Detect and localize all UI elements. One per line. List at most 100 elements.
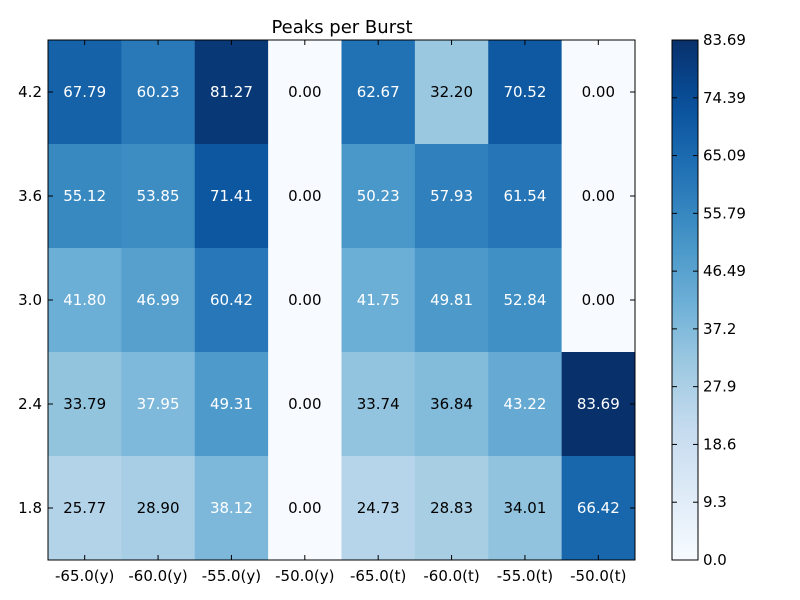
cell-value-label: 0.00 — [582, 187, 615, 205]
cell-value-label: 0.00 — [582, 291, 615, 309]
colorbar-tick-label: 18.6 — [703, 435, 736, 453]
heatmap-cell — [268, 456, 342, 561]
heatmap-cell — [341, 352, 416, 457]
heatmap-cell — [341, 144, 416, 249]
x-tick-label: -55.0(t) — [497, 567, 553, 585]
heatmap-cell — [341, 40, 416, 145]
colorbar-tick-label: 9.3 — [703, 493, 727, 511]
y-tick-label: 4.2 — [18, 83, 42, 101]
cell-value-label: 53.85 — [137, 187, 180, 205]
heatmap-cell — [121, 352, 196, 457]
heatmap-cell — [414, 248, 489, 353]
cell-value-label: 57.93 — [430, 187, 473, 205]
heatmap-cell — [48, 248, 122, 353]
heatmap-cell — [268, 40, 342, 145]
colorbar-tick-label: 65.09 — [703, 147, 746, 165]
heatmap-cell — [268, 352, 342, 457]
cell-value-label: 50.23 — [357, 187, 400, 205]
cell-value-label: 41.75 — [357, 291, 400, 309]
heatmap-cell — [414, 144, 489, 249]
colorbar-tick-label: 83.69 — [703, 31, 746, 49]
cell-value-label: 28.83 — [430, 499, 473, 517]
heatmap-cell — [341, 456, 416, 561]
heatmap-cell — [414, 456, 489, 561]
cell-value-label: 28.90 — [137, 499, 180, 517]
x-tick-label: -55.0(y) — [202, 567, 261, 585]
x-tick-label: -50.0(y) — [275, 567, 334, 585]
heatmap-cell — [561, 456, 636, 561]
cell-value-label: 52.84 — [503, 291, 546, 309]
cell-value-label: 0.00 — [288, 83, 321, 101]
y-tick-label: 3.0 — [18, 291, 42, 309]
x-tick-label: -60.0(t) — [423, 567, 479, 585]
heatmap-cell — [488, 248, 563, 353]
colorbar-tick-label: 37.2 — [703, 320, 736, 338]
colorbar-tick-label: 27.9 — [703, 378, 736, 396]
cell-value-label: 81.27 — [210, 83, 253, 101]
cell-value-label: 37.95 — [137, 395, 180, 413]
heatmap-cell — [194, 40, 269, 145]
colorbar-tick-label: 55.79 — [703, 204, 746, 222]
cell-value-label: 0.00 — [288, 395, 321, 413]
colorbar-tick-label: 46.49 — [703, 262, 746, 280]
cell-value-label: 33.74 — [357, 395, 400, 413]
cell-value-label: 36.84 — [430, 395, 473, 413]
x-tick-label: -50.0(t) — [570, 567, 626, 585]
y-tick-label: 1.8 — [18, 499, 42, 517]
cell-value-label: 34.01 — [503, 499, 546, 517]
heatmap-cell — [268, 144, 342, 249]
cell-value-label: 61.54 — [503, 187, 546, 205]
heatmap-cell — [414, 352, 489, 457]
cell-value-labels: 67.79 60.23 81.27 0.00 62.67 32.20 70.52 0.00 55… — [63, 83, 620, 517]
heatmap-cell — [561, 352, 636, 457]
cell-value-label: 60.42 — [210, 291, 253, 309]
cell-value-label: 38.12 — [210, 499, 253, 517]
cell-value-label: 62.67 — [357, 83, 400, 101]
heatmap-cell — [488, 456, 563, 561]
cell-value-label: 71.41 — [210, 187, 253, 205]
cell-value-label: 67.79 — [63, 83, 106, 101]
cell-value-label: 70.52 — [503, 83, 546, 101]
heatmap-cell — [488, 144, 563, 249]
heatmap-cell — [268, 248, 342, 353]
cell-value-label: 24.73 — [357, 499, 400, 517]
colorbar-tick-label: 0.0 — [703, 551, 727, 569]
colorbar — [671, 39, 699, 561]
cell-value-label: 49.31 — [210, 395, 253, 413]
heatmap-cell — [561, 40, 636, 145]
cell-value-label: 0.00 — [288, 187, 321, 205]
heatmap-cell — [121, 40, 196, 145]
cell-value-label: 66.42 — [577, 499, 620, 517]
cell-value-label: 49.81 — [430, 291, 473, 309]
heatmap-cell — [121, 248, 196, 353]
cell-value-label: 43.22 — [503, 395, 546, 413]
cell-value-label: 0.00 — [288, 499, 321, 517]
x-tick-label: -65.0(t) — [350, 567, 406, 585]
chart-title: Peaks per Burst — [271, 17, 412, 38]
heatmap-cell — [194, 144, 269, 249]
cell-value-label: 83.69 — [577, 395, 620, 413]
y-axis-ticks: 4.2 3.6 3.0 2.4 1.8 — [18, 83, 635, 517]
x-axis-ticks: -65.0(y) -60.0(y) -55.0(y) -50.0(y) -65.0(t)… — [55, 40, 627, 585]
cell-value-label: 25.77 — [63, 499, 106, 517]
cell-value-label: 0.00 — [288, 291, 321, 309]
x-tick-label: -60.0(y) — [128, 567, 187, 585]
heatmap-cell — [488, 352, 563, 457]
cell-value-label: 46.99 — [137, 291, 180, 309]
heatmap-cell — [48, 144, 122, 249]
cell-value-label: 41.80 — [63, 291, 106, 309]
heatmap-cell — [48, 352, 122, 457]
cell-value-label: 55.12 — [63, 187, 106, 205]
heatmap-cell — [561, 144, 636, 249]
cell-value-label: 32.20 — [430, 83, 473, 101]
heatmap-cell — [121, 456, 196, 561]
heatmap-cell — [341, 248, 416, 353]
colorbar-ticks: 0.0 9.3 18.6 27.9 37.2 46.49 55.79 65.09 74.39 83… — [672, 31, 746, 569]
cell-value-label: 0.00 — [582, 83, 615, 101]
y-tick-label: 3.6 — [18, 187, 42, 205]
heatmap-cell — [194, 248, 269, 353]
heatmap-cell — [48, 456, 122, 561]
heatmap-cell — [121, 144, 196, 249]
heatmap-cell — [48, 40, 122, 145]
cell-value-label: 60.23 — [137, 83, 180, 101]
